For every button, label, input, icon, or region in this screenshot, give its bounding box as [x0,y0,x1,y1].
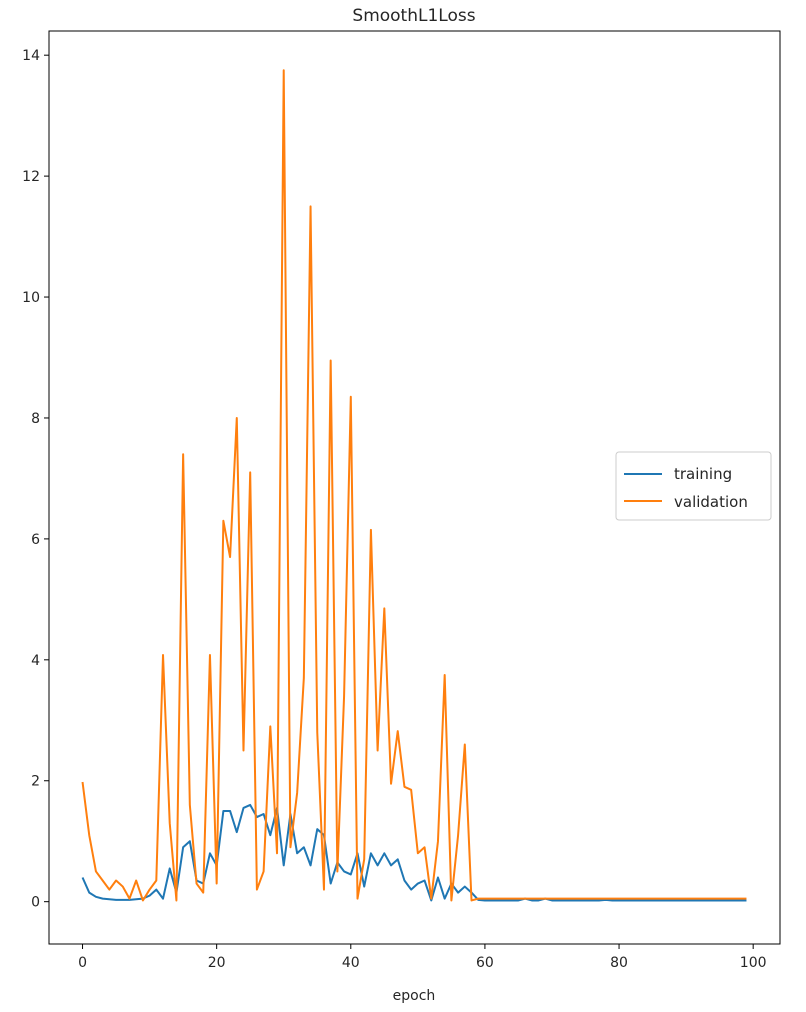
legend-label-validation: validation [674,493,748,511]
series-line-validation [81,69,747,902]
plot-frame [48,30,781,945]
x-tick-label: 80 [610,955,628,971]
chart-title: SmoothL1Loss [352,6,475,26]
x-axis: 0 20 40 60 80 100 [78,944,767,971]
y-tick-label: 2 [31,774,40,790]
y-tick-label: 4 [31,653,40,669]
x-tick-label: 0 [78,955,87,971]
y-tick-label: 6 [31,532,40,548]
y-tick-label: 10 [22,290,40,306]
x-axis-label: epoch [393,988,436,1004]
legend-box [615,451,772,521]
y-tick-label: 0 [31,895,40,911]
y-axis: 0 2 4 6 8 10 12 14 [22,48,49,911]
y-tick-label: 14 [22,48,40,64]
x-tick-label: 100 [740,955,767,971]
x-tick-label: 40 [342,955,360,971]
y-tick-label: 12 [22,169,40,185]
legend[interactable]: training validation [615,451,772,521]
series-lines [81,69,747,902]
series-line-training [81,803,747,902]
legend-label-training: training [674,465,732,483]
x-tick-label: 20 [208,955,226,971]
x-tick-label: 60 [476,955,494,971]
y-tick-label: 8 [31,411,40,427]
